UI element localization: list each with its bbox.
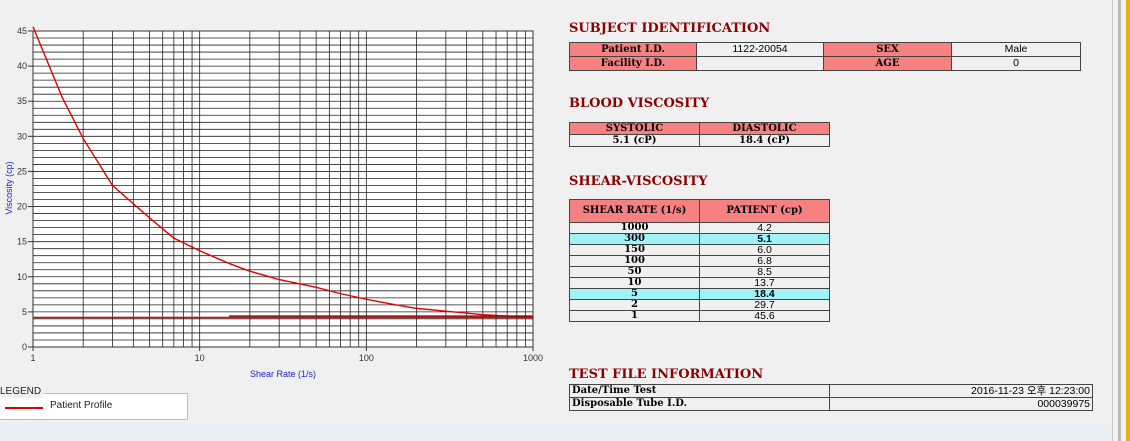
shear-rate-cell: 2 (569, 299, 700, 311)
patient-value-cell: 13.7 (699, 277, 830, 289)
tube-id-label: Disposable Tube I.D. (569, 397, 830, 411)
shear-rate-header: SHEAR RATE (1/s) (569, 199, 700, 223)
viscosity-chart: 0 5 10 15 20 25 30 35 40 45 1 10 100 1000 Shear Rate… (4, 26, 543, 379)
shear-rate-cell: 10 (569, 277, 700, 289)
datetime-label: Date/Time Test (569, 384, 830, 398)
y-tick-label: 5 (22, 307, 27, 317)
facility-id-value (696, 56, 824, 71)
shear-rate-cell: 100 (569, 255, 700, 267)
legend-swatch (5, 407, 43, 409)
table-row: 100 6.8 (569, 255, 830, 267)
patient-value-cell: 6.0 (699, 244, 830, 256)
table-row: 1 45.6 (569, 310, 830, 322)
systolic-label: SYSTOLIC (569, 122, 700, 135)
scrollbar-rail (1118, 0, 1121, 441)
patient-value-cell: 45.6 (699, 310, 830, 322)
shear-rate-cell: 5 (569, 288, 700, 300)
sex-value: Male (951, 42, 1081, 57)
x-tick-label: 10 (195, 353, 205, 363)
patient-value-cell: 4.2 (699, 222, 830, 234)
chart-grid (33, 31, 533, 347)
shear-rate-cell: 1 (569, 310, 700, 322)
x-tick-label: 1000 (523, 353, 543, 363)
table-row: 1000 4.2 (569, 222, 830, 234)
y-tick-label: 45 (17, 26, 27, 36)
shear-rate-cell: 150 (569, 244, 700, 256)
x-tick-label: 1 (30, 353, 35, 363)
y-tick-label: 15 (17, 237, 27, 247)
table-row: 10 13.7 (569, 277, 830, 289)
patient-value-cell: 29.7 (699, 299, 830, 311)
shear-viscosity-table: SHEAR RATE (1/s) PATIENT (cp) 1000 4.2 30… (569, 199, 830, 322)
patient-id-value: 1122-20054 (696, 42, 824, 57)
series-line-0 (32, 26, 534, 319)
test-file-table: Date/Time Test 2016-11-23 오후 12:23:00 Di… (569, 384, 1093, 411)
legend-title: LEGEND (0, 386, 44, 398)
subject-title: SUBJECT IDENTIFICATION (569, 21, 771, 36)
x-tick-label: 100 (359, 353, 374, 363)
patient-value-cell: 5.1 (699, 233, 830, 245)
y-tick-label: 25 (17, 166, 27, 176)
age-label: AGE (823, 56, 952, 71)
x-axis-ticks: 1 10 100 1000 (30, 347, 543, 363)
y-tick-label: 30 (17, 131, 27, 141)
datetime-value: 2016-11-23 오후 12:23:00 (829, 384, 1093, 398)
table-row-highlighted: 5 18.4 (569, 288, 830, 300)
status-strip (0, 424, 1112, 441)
y-tick-label: 40 (17, 61, 27, 71)
shear-rate-cell: 1000 (569, 222, 700, 234)
table-row: 50 8.5 (569, 266, 830, 278)
shear-rate-cell: 300 (569, 233, 700, 245)
diastolic-label: DIASTOLIC (699, 122, 830, 135)
scrollbar-accent (1126, 0, 1130, 441)
age-value: 0 (951, 56, 1081, 71)
systolic-value: 5.1 (cP) (569, 134, 700, 147)
y-tick-label: 0 (22, 342, 27, 352)
y-axis-label: Viscosity (cp) (4, 161, 14, 214)
y-axis-ticks: 0 5 10 15 20 25 30 35 40 45 (17, 26, 33, 352)
subject-table: Patient I.D. 1122-20054 SEX Male Facilit… (569, 42, 1081, 71)
blood-viscosity-table: SYSTOLIC DIASTOLIC 5.1 (cP) 18.4 (cP) (569, 122, 830, 147)
shear-rate-cell: 50 (569, 266, 700, 278)
patient-id-label: Patient I.D. (569, 42, 697, 57)
plot-area (32, 30, 534, 348)
table-row: 150 6.0 (569, 244, 830, 256)
x-axis-label: Shear Rate (1/s) (250, 369, 316, 379)
scrollbar[interactable] (1112, 0, 1130, 441)
table-row: 2 29.7 (569, 299, 830, 311)
y-tick-label: 35 (17, 96, 27, 106)
test-file-title: TEST FILE INFORMATION (569, 367, 764, 382)
patient-value-cell: 6.8 (699, 255, 830, 267)
shear-viscosity-title: SHEAR-VISCOSITY (569, 174, 708, 189)
y-tick-label: 20 (17, 202, 27, 212)
y-tick-label: 10 (17, 272, 27, 282)
patient-cp-header: PATIENT (cp) (699, 199, 830, 223)
sex-label: SEX (823, 42, 952, 57)
patient-value-cell: 18.4 (699, 288, 830, 300)
legend-entry: Patient Profile (50, 400, 113, 411)
table-row-highlighted: 300 5.1 (569, 233, 830, 245)
patient-value-cell: 8.5 (699, 266, 830, 278)
tube-id-value: 000039975 (829, 397, 1093, 411)
series-layer (32, 26, 534, 319)
facility-id-label: Facility I.D. (569, 56, 697, 71)
blood-viscosity-title: BLOOD VISCOSITY (569, 96, 710, 111)
diastolic-value: 18.4 (cP) (699, 134, 830, 147)
